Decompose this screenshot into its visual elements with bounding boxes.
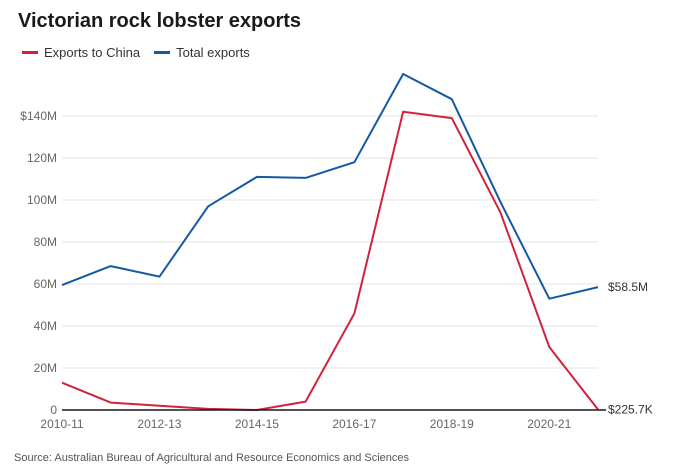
- legend-label-china: Exports to China: [44, 44, 141, 60]
- x-tick-label-4: 2018-19: [430, 417, 474, 431]
- series-line-1: [61, 73, 599, 300]
- y-tick-label-4: 80M: [34, 235, 57, 249]
- legend-swatch-total: [154, 50, 171, 54]
- source-note: Source: Australian Bureau of Agricultura…: [14, 452, 409, 464]
- series-line-0: [61, 110, 599, 411]
- x-tick-label-3: 2016-17: [332, 417, 376, 431]
- x-tick-label-2: 2014-15: [235, 417, 279, 431]
- y-tick-label-0: 0: [50, 403, 57, 417]
- legend-item-total: Total exports: [154, 45, 250, 60]
- y-tick-label-1: 20M: [34, 361, 57, 375]
- y-tick-label-3: 60M: [34, 277, 57, 291]
- end-label-0: $225.7K: [608, 403, 653, 417]
- y-tick-label-2: 40M: [34, 319, 57, 333]
- legend-item-china: Exports to China: [22, 45, 140, 60]
- legend-swatch-china: [22, 50, 38, 54]
- x-tick-label-1: 2012-13: [137, 417, 181, 431]
- x-tick-label-0: 2010-11: [40, 417, 83, 431]
- legend-label-total: Total exports: [176, 44, 250, 60]
- y-tick-label-6: 120M: [27, 151, 57, 165]
- x-tick-label-5: 2020-21: [527, 417, 571, 431]
- y-tick-label-5: 100M: [27, 193, 57, 207]
- end-label-1: $58.5M: [608, 280, 648, 294]
- legend: Exports to China Total exports: [22, 44, 264, 60]
- y-tick-label-7: $140M: [20, 109, 57, 123]
- chart-title: Victorian rock lobster exports: [18, 10, 302, 32]
